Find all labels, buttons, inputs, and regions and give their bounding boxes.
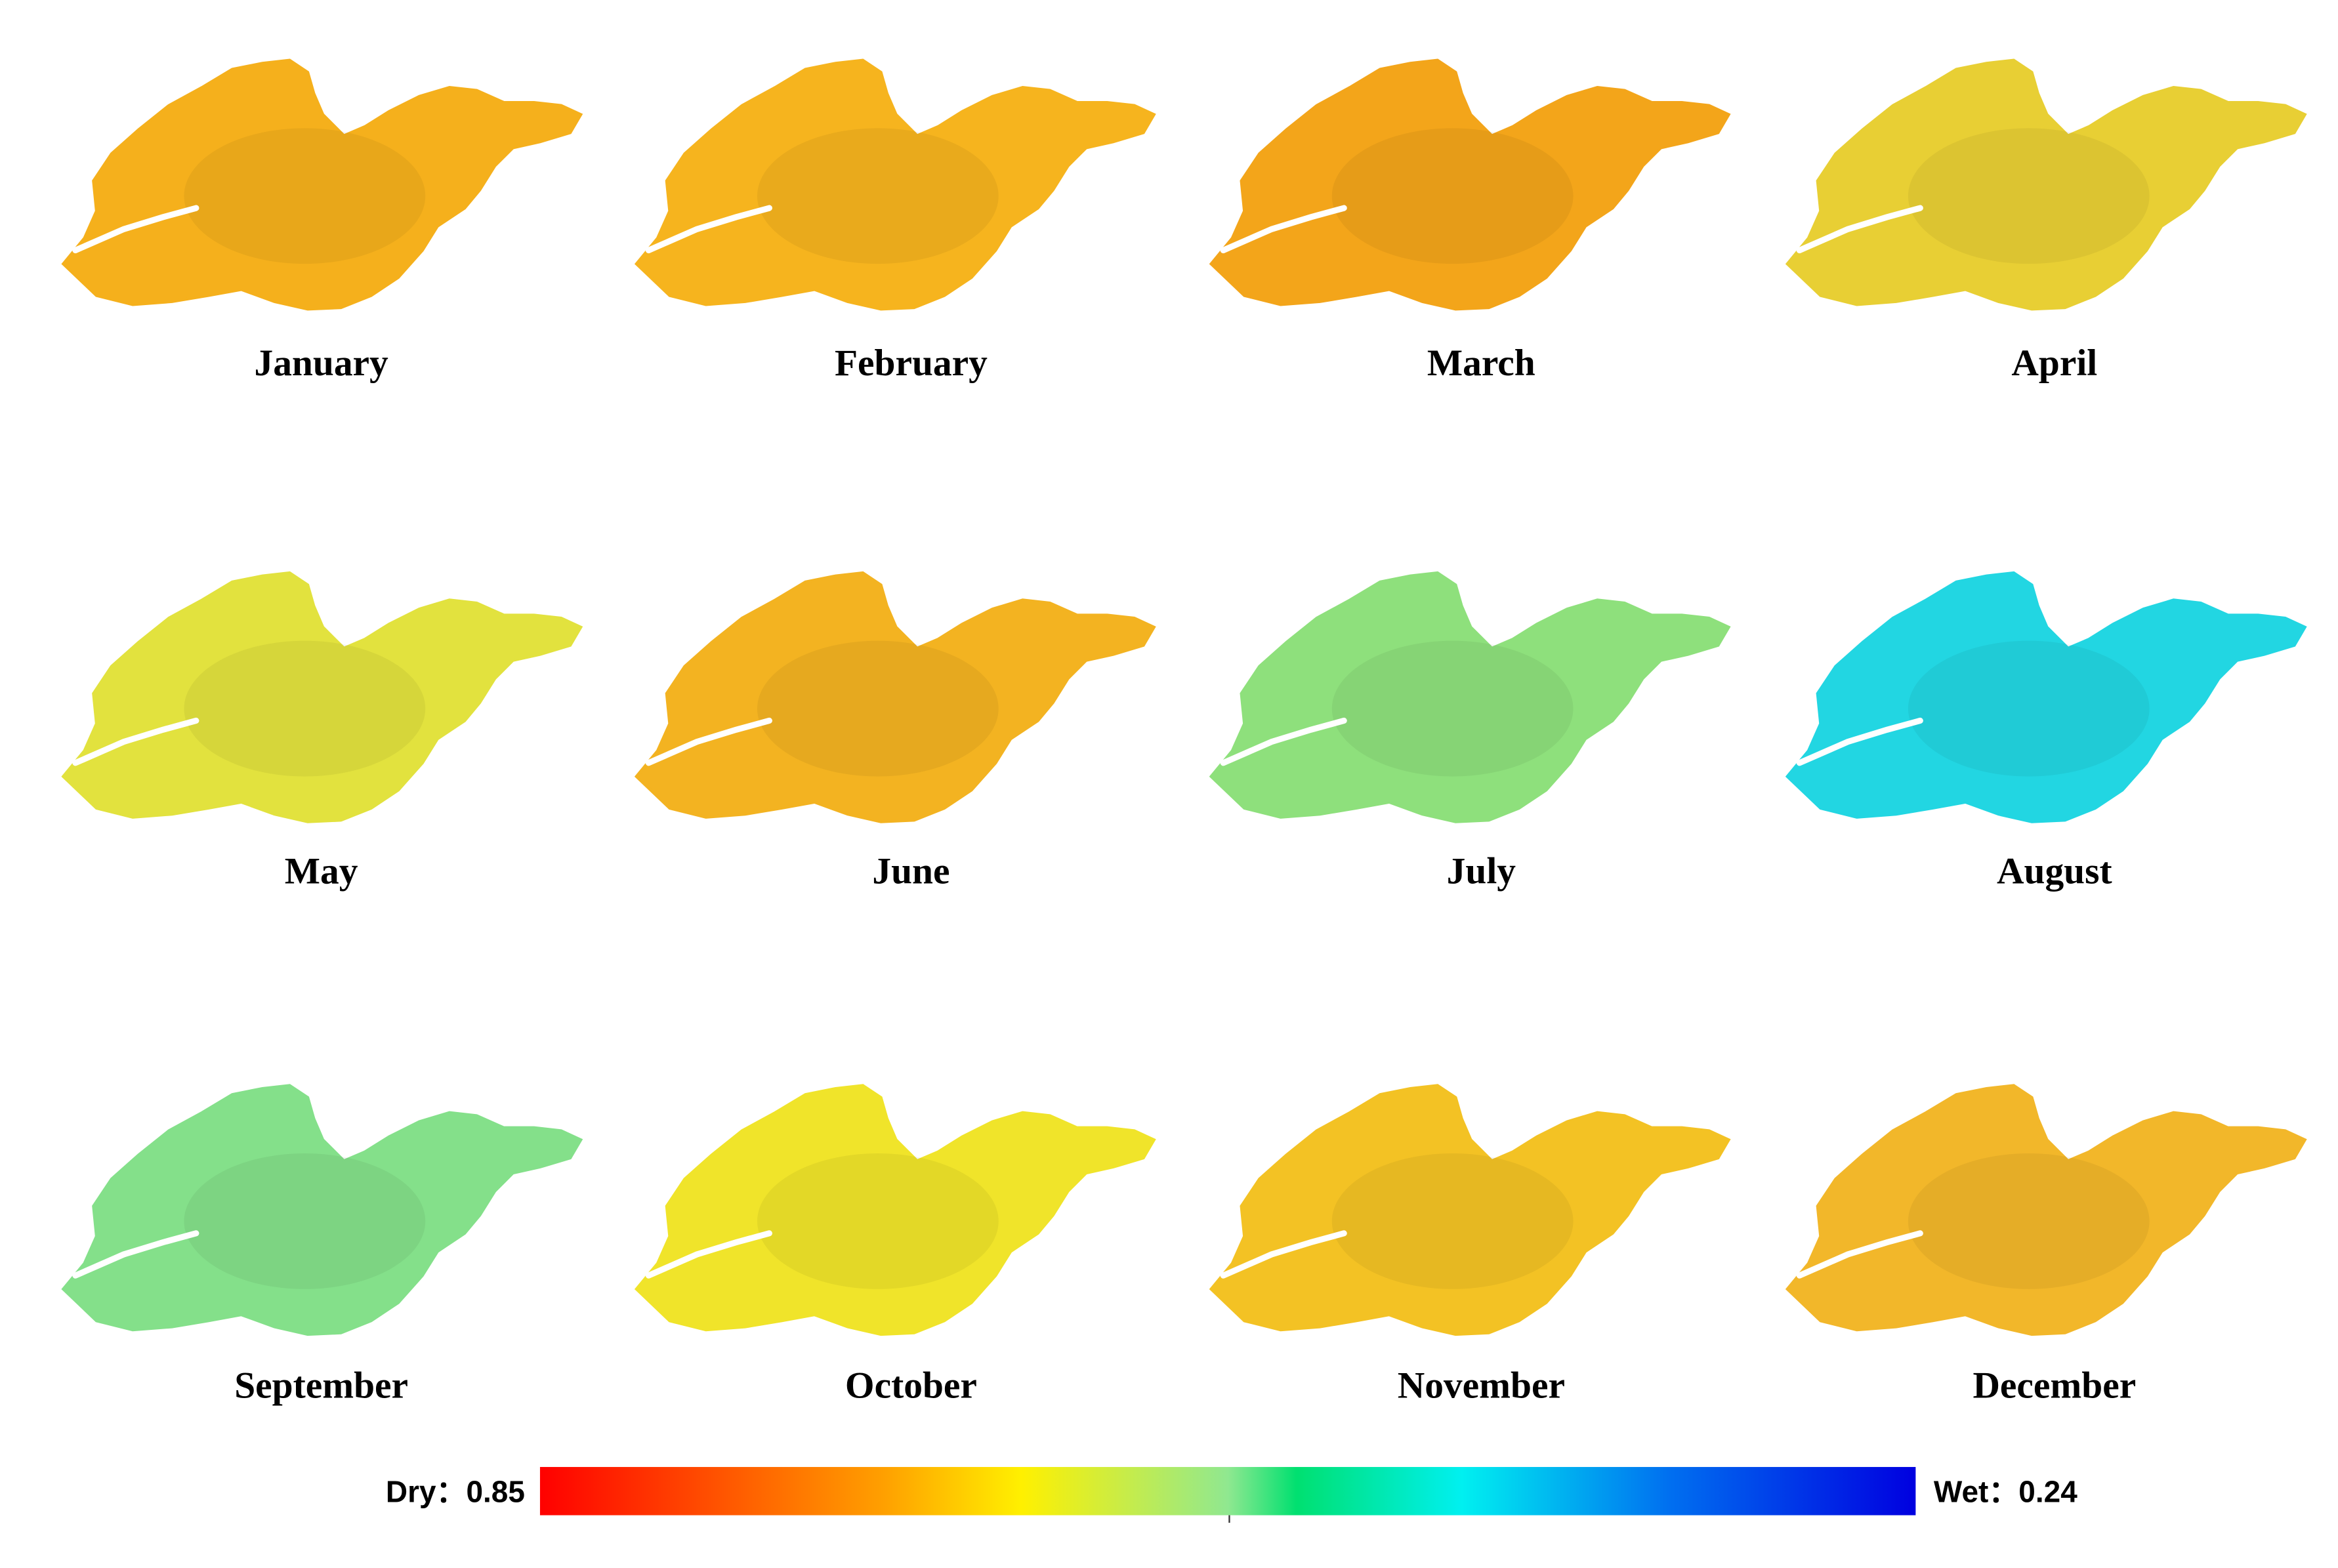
lake-gap (1796, 205, 1923, 254)
month-label: April (2011, 342, 2097, 384)
month-label: January (254, 342, 388, 384)
legend-dry: Dry：0.85 (386, 1475, 525, 1509)
map-texture (757, 640, 999, 777)
map-texture (1908, 1153, 2150, 1289)
map-panel (1785, 571, 2307, 823)
lake-gap (1796, 717, 1923, 766)
month-label: August (1997, 851, 2112, 892)
province-map (1209, 1084, 1731, 1336)
month-label: February (835, 342, 988, 384)
province-map (634, 1084, 1156, 1336)
map-texture (757, 128, 999, 264)
map-panel (634, 571, 1156, 823)
lake-gap (72, 717, 199, 766)
province-map (61, 58, 583, 311)
map-texture (1908, 640, 2150, 777)
province-map (61, 1084, 583, 1336)
province-map (61, 571, 583, 823)
map-texture (1331, 128, 1574, 264)
map-texture (184, 1153, 426, 1289)
map-panel (61, 1084, 583, 1336)
lake-gap (1220, 1230, 1347, 1279)
map-texture (1331, 640, 1574, 777)
lake-gap (645, 205, 772, 254)
map-panel (1785, 58, 2307, 311)
month-label: November (1398, 1365, 1565, 1406)
province-map (634, 58, 1156, 311)
map-texture (184, 640, 426, 777)
map-panel (1209, 1084, 1731, 1336)
map-panel (61, 58, 583, 311)
month-label: October (845, 1365, 977, 1406)
map-panel (1785, 1084, 2307, 1336)
legend-wet: Wet：0.24 (1934, 1475, 2077, 1509)
lake-gap (645, 1230, 772, 1279)
lake-gap (72, 1230, 199, 1279)
month-label: July (1447, 851, 1516, 892)
month-label: December (1973, 1365, 2136, 1406)
lake-gap (1796, 1230, 1923, 1279)
month-label: June (872, 851, 950, 892)
province-map (1785, 1084, 2307, 1336)
lake-gap (1220, 205, 1347, 254)
map-panel (634, 58, 1156, 311)
map-texture (184, 128, 426, 264)
color-bar (539, 1467, 1916, 1516)
map-panel (1209, 571, 1731, 823)
lake-gap (645, 717, 772, 766)
map-panel (1209, 58, 1731, 311)
map-texture (1908, 128, 2150, 264)
map-texture (757, 1153, 999, 1289)
province-map (634, 571, 1156, 823)
province-map (1785, 58, 2307, 311)
month-label: March (1427, 342, 1535, 384)
month-label: September (234, 1365, 408, 1406)
province-map (1209, 571, 1731, 823)
lake-gap (72, 205, 199, 254)
province-map (1785, 571, 2307, 823)
month-label: May (285, 851, 358, 892)
map-panel (634, 1084, 1156, 1336)
province-map (1209, 58, 1731, 311)
map-texture (1331, 1153, 1574, 1289)
map-panel (61, 571, 583, 823)
lake-gap (1220, 717, 1347, 766)
